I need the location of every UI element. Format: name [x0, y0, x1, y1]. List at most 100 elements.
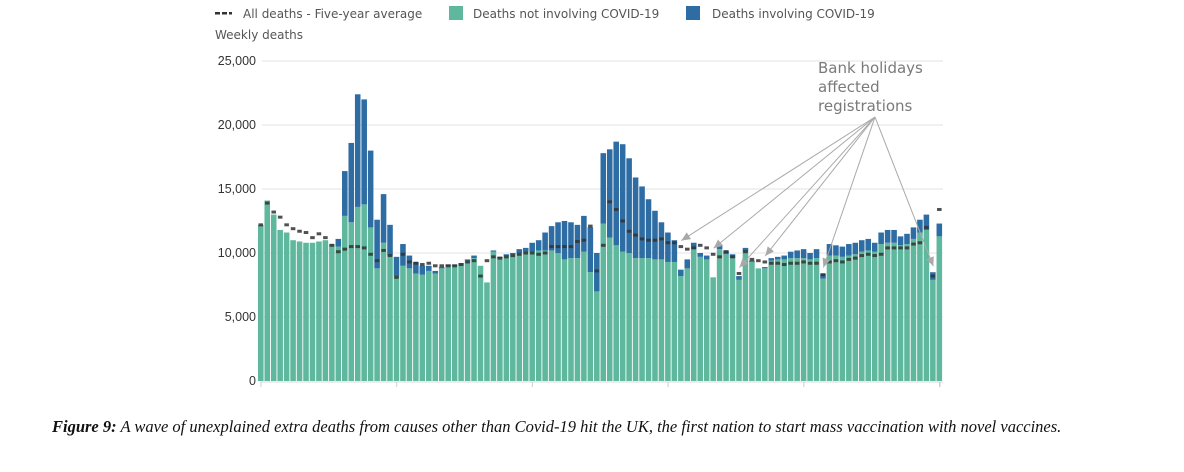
bar-non-covid: [813, 258, 820, 381]
y-axis-title: Weekly deaths: [215, 28, 303, 42]
legend-label-non-covid: Deaths not involving COVID-19: [473, 7, 659, 21]
avg-marker: [646, 238, 651, 242]
bar-covid: [910, 227, 917, 239]
bar-non-covid: [645, 258, 652, 381]
avg-marker: [859, 254, 865, 258]
bar-covid: [516, 249, 523, 253]
bar-covid: [413, 261, 419, 274]
bar-non-covid: [897, 245, 904, 381]
annotation-arrowhead-icon: [681, 232, 692, 241]
avg-marker: [917, 241, 923, 245]
avg-marker: [762, 260, 768, 264]
bar-non-covid: [581, 251, 587, 381]
y-tick-label: 5,000: [225, 310, 256, 324]
bar-non-covid: [568, 258, 574, 381]
bar-covid: [762, 267, 768, 269]
bar-non-covid: [755, 268, 762, 381]
avg-marker: [620, 219, 625, 223]
bar-covid: [367, 150, 374, 228]
avg-marker: [930, 274, 936, 278]
bar-non-covid: [665, 261, 671, 381]
avg-marker: [264, 201, 270, 205]
bar-non-covid: [833, 255, 839, 381]
bar-non-covid: [865, 250, 872, 381]
avg-marker: [788, 261, 793, 265]
avg-marker: [258, 223, 264, 227]
bar-covid: [342, 171, 348, 216]
bar-covid: [858, 240, 865, 252]
avg-marker: [290, 227, 296, 231]
avg-marker: [613, 207, 619, 211]
bar-covid: [736, 276, 742, 280]
avg-marker: [697, 243, 703, 247]
avg-marker: [497, 256, 503, 260]
bar-covid: [671, 240, 678, 262]
bar-covid: [781, 255, 788, 260]
bar-non-covid: [477, 265, 484, 381]
bar-covid: [600, 153, 607, 224]
bar-non-covid: [516, 253, 523, 381]
avg-marker: [465, 260, 470, 264]
bar-non-covid: [787, 258, 794, 381]
bar-covid: [548, 226, 555, 251]
bar-covid: [678, 269, 684, 277]
annotation-arrow-line: [739, 116, 876, 268]
bar-covid: [813, 249, 820, 259]
bar-covid: [490, 250, 497, 252]
bar-non-covid: [264, 200, 271, 381]
bar-non-covid: [510, 254, 516, 381]
bar-non-covid: [729, 258, 736, 381]
bar-non-covid: [820, 278, 826, 381]
bar-non-covid: [613, 245, 619, 381]
bar-non-covid: [561, 259, 568, 381]
bar-covid: [923, 214, 930, 230]
bar-covid: [833, 245, 839, 256]
bar-covid: [865, 238, 872, 251]
annotation-arrow-line: [713, 116, 876, 249]
x-axis: [260, 381, 943, 387]
avg-marker: [601, 243, 606, 247]
avg-marker: [478, 274, 483, 278]
bar-non-covid: [361, 204, 367, 381]
bar-covid: [613, 141, 619, 246]
bar-covid: [904, 233, 910, 245]
avg-marker: [316, 232, 322, 236]
annotation-arrow-line: [822, 116, 876, 268]
avg-marker: [562, 245, 567, 249]
bar-covid: [839, 246, 846, 257]
bar-covid: [652, 210, 658, 260]
avg-marker: [807, 261, 813, 265]
bar-covid: [871, 242, 878, 252]
bar-non-covid: [619, 251, 626, 381]
bar-covid: [800, 249, 807, 259]
avg-marker: [491, 255, 496, 259]
bar-covid: [361, 99, 367, 205]
bar-covid: [510, 253, 516, 255]
bar-non-covid: [348, 222, 355, 381]
bar-non-covid: [826, 255, 833, 381]
avg-marker: [413, 261, 419, 265]
bar-covid: [503, 254, 510, 256]
avg-marker: [355, 245, 360, 249]
bar-covid: [703, 255, 710, 260]
avg-marker: [342, 247, 348, 251]
bar-covid: [716, 245, 723, 250]
bar-covid: [529, 242, 535, 252]
bar-covid: [639, 186, 645, 259]
legend-swatch-non-covid: [449, 6, 463, 20]
bar-non-covid: [600, 223, 607, 381]
bar-non-covid: [632, 258, 639, 381]
avg-marker: [717, 255, 722, 259]
bar-non-covid: [587, 272, 594, 381]
bar-covid: [581, 215, 587, 252]
avg-marker: [840, 260, 845, 264]
avg-marker: [277, 215, 283, 219]
avg-marker: [471, 259, 477, 263]
avg-marker: [769, 261, 774, 265]
bar-non-covid: [413, 273, 419, 381]
bar-non-covid: [497, 258, 503, 381]
bar-covid: [891, 229, 897, 243]
y-tick-label: 25,000: [218, 54, 256, 68]
bar-non-covid: [290, 240, 296, 381]
bar-non-covid: [503, 255, 510, 381]
